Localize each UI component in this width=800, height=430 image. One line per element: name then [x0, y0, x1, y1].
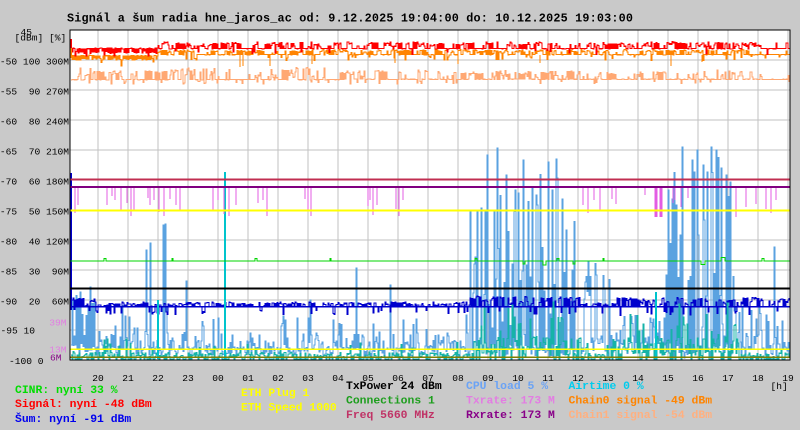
svg-text:21: 21 [122, 373, 134, 384]
svg-text:03: 03 [302, 373, 314, 384]
svg-text:Rxrate: 173 M: Rxrate: 173 M [466, 410, 555, 422]
svg-text:Chain1 signal -54 dBm: Chain1 signal -54 dBm [569, 410, 713, 422]
svg-text:Connections 1: Connections 1 [346, 395, 435, 407]
svg-text:19: 19 [782, 373, 794, 384]
svg-text:23: 23 [182, 373, 194, 384]
svg-text:15: 15 [662, 373, 674, 384]
svg-text:07: 07 [422, 373, 434, 384]
svg-text:-85 30 90M: -85 30 90M [0, 267, 69, 278]
svg-text:TxPower 24 dBm: TxPower 24 dBm [346, 381, 442, 393]
svg-text:13M: 13M [49, 344, 67, 355]
svg-text:-95 10: -95 10 [1, 326, 36, 337]
svg-text:Chain0 signal -49 dBm: Chain0 signal -49 dBm [569, 395, 713, 407]
svg-text:ETH Plug 1: ETH Plug 1 [241, 388, 310, 400]
svg-text:-60 80 240M: -60 80 240M [0, 117, 69, 128]
svg-text:08: 08 [452, 373, 464, 384]
svg-text:16: 16 [692, 373, 704, 384]
svg-text:[h]: [h] [771, 381, 788, 392]
svg-text:00: 00 [212, 373, 224, 384]
svg-text:-75 50 150M: -75 50 150M [0, 207, 69, 218]
svg-text:-50 100 300M: -50 100 300M [0, 57, 69, 68]
svg-text:Txrate: 173 M: Txrate: 173 M [466, 395, 555, 407]
svg-text:11: 11 [542, 373, 554, 384]
svg-text:10: 10 [512, 373, 524, 384]
svg-text:Signál a šum radia hne_jaros_a: Signál a šum radia hne_jaros_ac od: 9.12… [67, 12, 633, 26]
svg-text:01: 01 [242, 373, 254, 384]
svg-text:22: 22 [152, 373, 164, 384]
svg-text:-90 20 60M: -90 20 60M [0, 297, 69, 308]
svg-text:45: 45 [21, 27, 33, 38]
svg-text:09: 09 [482, 373, 494, 384]
svg-text:Signál: nyní -48 dBm: Signál: nyní -48 dBm [15, 399, 152, 411]
svg-text:6M: 6M [50, 352, 62, 363]
svg-text:04: 04 [332, 373, 344, 384]
svg-text:-55 90 270M: -55 90 270M [0, 87, 69, 98]
svg-text:-80 40 120M: -80 40 120M [0, 237, 69, 248]
svg-text:13: 13 [602, 373, 614, 384]
svg-text:-65 70 210M: -65 70 210M [0, 147, 69, 158]
svg-text:02: 02 [272, 373, 284, 384]
svg-text:CPU load 5 %: CPU load 5 % [466, 381, 548, 393]
svg-text:17: 17 [722, 373, 734, 384]
svg-text:Šum: nyní -91 dBm: Šum: nyní -91 dBm [15, 412, 131, 426]
svg-text:Airtime 0 %: Airtime 0 % [569, 381, 644, 393]
svg-text:12: 12 [572, 373, 584, 384]
svg-text:39M: 39M [49, 318, 67, 329]
svg-text:-70 60 180M: -70 60 180M [0, 177, 69, 188]
svg-text:14: 14 [632, 373, 644, 384]
svg-text:[dBm] [%]: [dBm] [%] [15, 33, 67, 44]
svg-text:ETH Speed 1000: ETH Speed 1000 [241, 402, 337, 414]
svg-text:18: 18 [752, 373, 764, 384]
svg-text:Freq 5660 MHz: Freq 5660 MHz [346, 410, 435, 422]
svg-text:CINR: nyní 33 %: CINR: nyní 33 % [15, 385, 118, 397]
svg-text:-100 0: -100 0 [9, 356, 44, 367]
svg-text:20: 20 [92, 373, 104, 384]
svg-text:06: 06 [392, 373, 404, 384]
svg-text:05: 05 [362, 373, 374, 384]
